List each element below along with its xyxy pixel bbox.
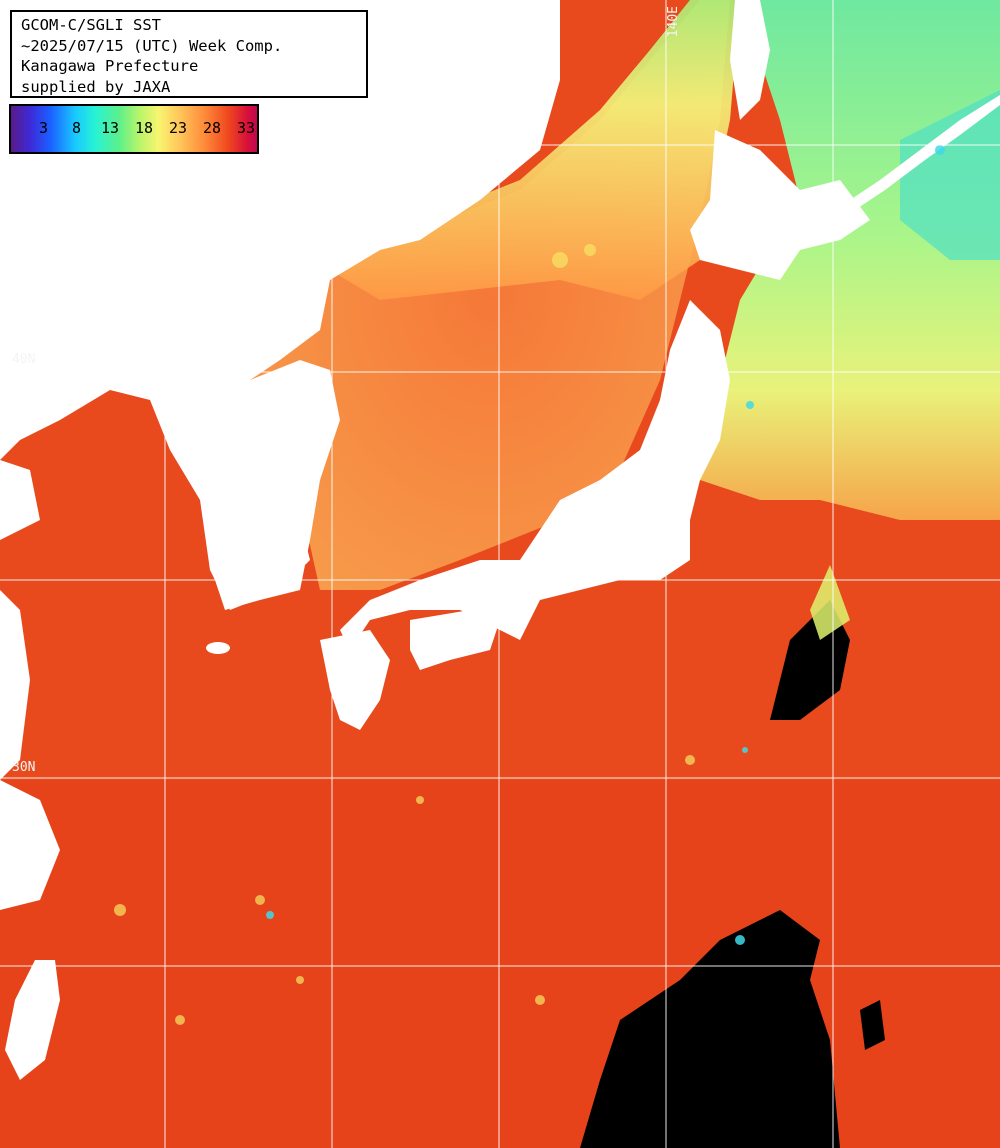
colorbar-tick: 13 (101, 119, 120, 137)
colorbar-tick: 18 (135, 119, 154, 137)
lat-label-40n: 40N (12, 352, 36, 367)
land-sakhalin (730, 0, 770, 120)
south-sea (0, 780, 1000, 1148)
missing-data-patch-south (580, 910, 840, 1148)
yellow-speckles (114, 244, 695, 1025)
title-line-1: GCOM-C/SGLI SST (21, 16, 161, 34)
lon-label-140e: 140E (666, 6, 681, 38)
title-line-3: Kanagawa Prefecture (21, 57, 199, 75)
land-korea (200, 360, 340, 610)
land-honshu (340, 300, 730, 650)
land-taiwan (5, 960, 60, 1080)
temperature-colorbar: 3 8 13 18 23 28 33 (9, 104, 259, 154)
land-island-jeju (206, 642, 230, 654)
land-kurils (850, 95, 1000, 210)
pacific-north-teal (900, 90, 1000, 260)
land-china-coast (0, 460, 60, 910)
land-kyushu (320, 630, 390, 730)
cyan-speckles (266, 145, 945, 945)
title-line-4: supplied by JAXA (21, 77, 171, 96)
colorbar-tick: 8 (72, 119, 82, 137)
colorbar-tick: 23 (169, 119, 188, 137)
land-island-moneron (400, 128, 424, 164)
colorbar-tick: 28 (203, 119, 222, 137)
land-shikoku (410, 610, 500, 670)
colorbar-tick: 3 (39, 119, 49, 137)
missing-data-patch-small (860, 1000, 885, 1050)
lat-label-30n: 30N (12, 760, 36, 775)
title-box: GCOM-C/SGLI SST ~2025/07/15 (UTC) Week C… (10, 10, 368, 98)
cool-streak-east (810, 565, 850, 640)
land-hokkaido (690, 130, 870, 280)
title-line-2: ~2025/07/15 (UTC) Week Comp. (21, 36, 283, 55)
colorbar-tick: 33 (237, 119, 256, 137)
